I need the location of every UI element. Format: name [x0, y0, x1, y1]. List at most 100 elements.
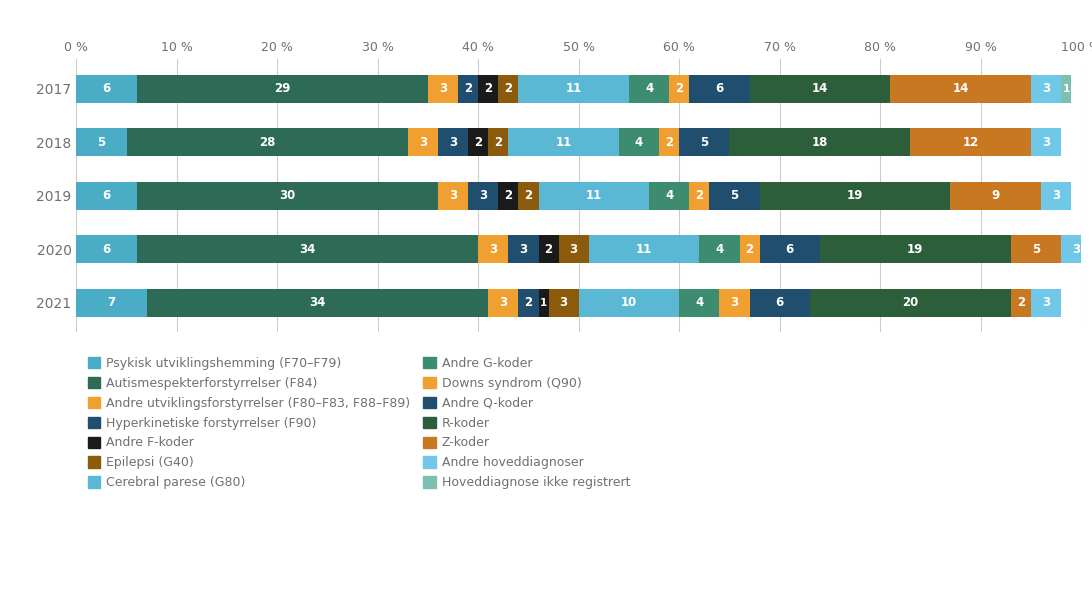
Text: 20: 20 [902, 296, 918, 309]
Bar [136, 182, 438, 209]
Text: 28: 28 [259, 136, 275, 149]
Text: 4: 4 [665, 189, 674, 202]
Bar [136, 235, 478, 263]
Text: 1: 1 [1063, 84, 1070, 94]
Bar [820, 235, 1011, 263]
Text: 3: 3 [489, 243, 498, 256]
Text: 4: 4 [696, 296, 703, 309]
Text: 12: 12 [962, 136, 978, 149]
Bar [468, 182, 498, 209]
Bar [136, 75, 428, 103]
Text: 6: 6 [775, 296, 784, 309]
Bar [589, 235, 699, 263]
Text: 18: 18 [811, 136, 828, 149]
Bar [760, 182, 950, 209]
Bar [1031, 75, 1061, 103]
Text: 2: 2 [545, 243, 553, 256]
Bar [749, 75, 890, 103]
Bar [890, 75, 1031, 103]
Text: 2: 2 [1017, 296, 1025, 309]
Bar [649, 182, 689, 209]
Text: 3: 3 [419, 136, 427, 149]
Text: 11: 11 [585, 189, 602, 202]
Bar [438, 182, 468, 209]
Bar [1061, 235, 1091, 263]
Bar [488, 128, 509, 156]
Text: 6: 6 [103, 189, 110, 202]
Text: 1: 1 [539, 298, 547, 308]
Text: 6: 6 [103, 82, 110, 95]
Text: 10: 10 [621, 296, 637, 309]
Text: 14: 14 [811, 82, 828, 95]
Bar [1031, 128, 1061, 156]
Bar [1041, 182, 1071, 209]
Text: 3: 3 [1072, 243, 1080, 256]
Text: 34: 34 [309, 296, 325, 309]
Bar [76, 182, 136, 209]
Text: 3: 3 [439, 82, 448, 95]
Text: 6: 6 [715, 82, 724, 95]
Text: 2: 2 [505, 82, 512, 95]
Bar [76, 289, 146, 317]
Bar [660, 128, 679, 156]
Bar [548, 289, 579, 317]
Text: 11: 11 [566, 82, 582, 95]
Text: 5: 5 [97, 136, 106, 149]
Text: 2: 2 [484, 82, 492, 95]
Bar [127, 128, 408, 156]
Bar [509, 128, 619, 156]
Bar [459, 75, 478, 103]
Bar [519, 75, 629, 103]
Bar [629, 75, 669, 103]
Bar [720, 289, 749, 317]
Text: 3: 3 [1042, 82, 1051, 95]
Text: 4: 4 [634, 136, 643, 149]
Bar [488, 289, 519, 317]
Text: 2: 2 [464, 82, 473, 95]
Bar [911, 128, 1031, 156]
Bar [408, 128, 438, 156]
Text: 2: 2 [746, 243, 753, 256]
Bar [498, 182, 519, 209]
Bar [1031, 289, 1061, 317]
Text: 19: 19 [907, 243, 924, 256]
Text: 2: 2 [665, 136, 674, 149]
Bar [579, 289, 679, 317]
Text: 6: 6 [103, 243, 110, 256]
Text: 3: 3 [479, 189, 487, 202]
Bar [710, 182, 760, 209]
Text: 29: 29 [274, 82, 290, 95]
Text: 2: 2 [524, 189, 533, 202]
Bar [468, 128, 488, 156]
Text: 2: 2 [696, 189, 703, 202]
Bar [76, 235, 136, 263]
Text: 5: 5 [700, 136, 709, 149]
Bar [498, 75, 519, 103]
Bar [478, 75, 498, 103]
Bar [810, 289, 1011, 317]
Bar [749, 289, 810, 317]
Bar [478, 235, 509, 263]
Legend: Psykisk utviklingshemming (F70–F79), Autismespekterforstyrrelser (F84), Andre ut: Psykisk utviklingshemming (F70–F79), Aut… [83, 352, 636, 494]
Bar [519, 182, 538, 209]
Bar [559, 235, 589, 263]
Bar [1061, 75, 1071, 103]
Text: 2: 2 [524, 296, 533, 309]
Bar [76, 128, 127, 156]
Text: 6: 6 [785, 243, 794, 256]
Text: 3: 3 [559, 296, 568, 309]
Bar [669, 75, 689, 103]
Bar [729, 128, 911, 156]
Text: 2: 2 [474, 136, 483, 149]
Bar [760, 235, 820, 263]
Text: 3: 3 [1052, 189, 1060, 202]
Text: 3: 3 [1042, 136, 1051, 149]
Bar [538, 235, 559, 263]
Text: 30: 30 [280, 189, 296, 202]
Text: 3: 3 [449, 189, 458, 202]
Text: 9: 9 [992, 189, 1000, 202]
Bar [739, 235, 760, 263]
Text: 4: 4 [645, 82, 653, 95]
Text: 4: 4 [715, 243, 724, 256]
Bar [619, 128, 660, 156]
